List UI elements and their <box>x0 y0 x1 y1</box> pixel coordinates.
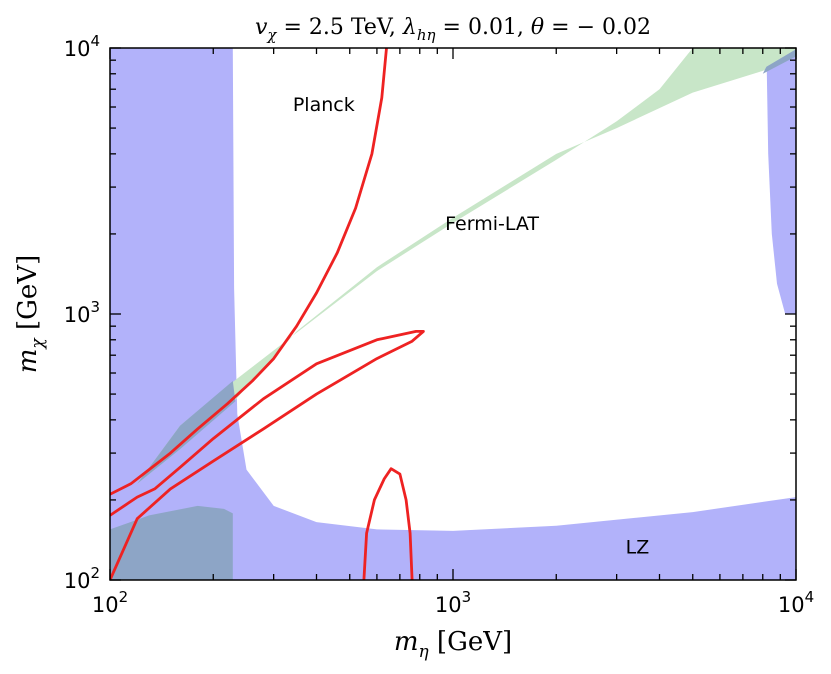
planck-contour-1 <box>110 48 388 496</box>
x-tick-label: 103 <box>435 588 471 617</box>
chart-title: vχ​ = 2.5 TeV, λhη​ = 0.01, θ = − 0.02 <box>255 15 651 44</box>
x-axis-label: mη [GeV] <box>394 627 512 662</box>
lz-fermi-lat-region-2 <box>110 505 233 580</box>
planck-contour-3 <box>362 467 414 580</box>
annotation-fermi-lat: Fermi-LAT <box>445 213 539 235</box>
lz-region-2 <box>762 48 796 314</box>
lz-region-1 <box>110 48 796 580</box>
y-tick-label: 103 <box>64 298 100 327</box>
y-tick-label: 104 <box>64 32 100 61</box>
annotation-planck: Planck <box>293 94 355 116</box>
x-tick-label: 104 <box>778 588 814 617</box>
annotation-lz: LZ <box>626 536 650 558</box>
lz-fermi-lat-region-3 <box>762 49 796 74</box>
y-tick-label: 102 <box>64 564 100 593</box>
y-axis-label: mχ [GeV] <box>13 255 48 373</box>
x-tick-label: 102 <box>92 588 128 617</box>
chart-title-text: vχ​ = 2.5 TeV, λhη​ = 0.01, θ = − 0.02 <box>255 15 651 44</box>
planck-contour-2 <box>110 330 425 580</box>
